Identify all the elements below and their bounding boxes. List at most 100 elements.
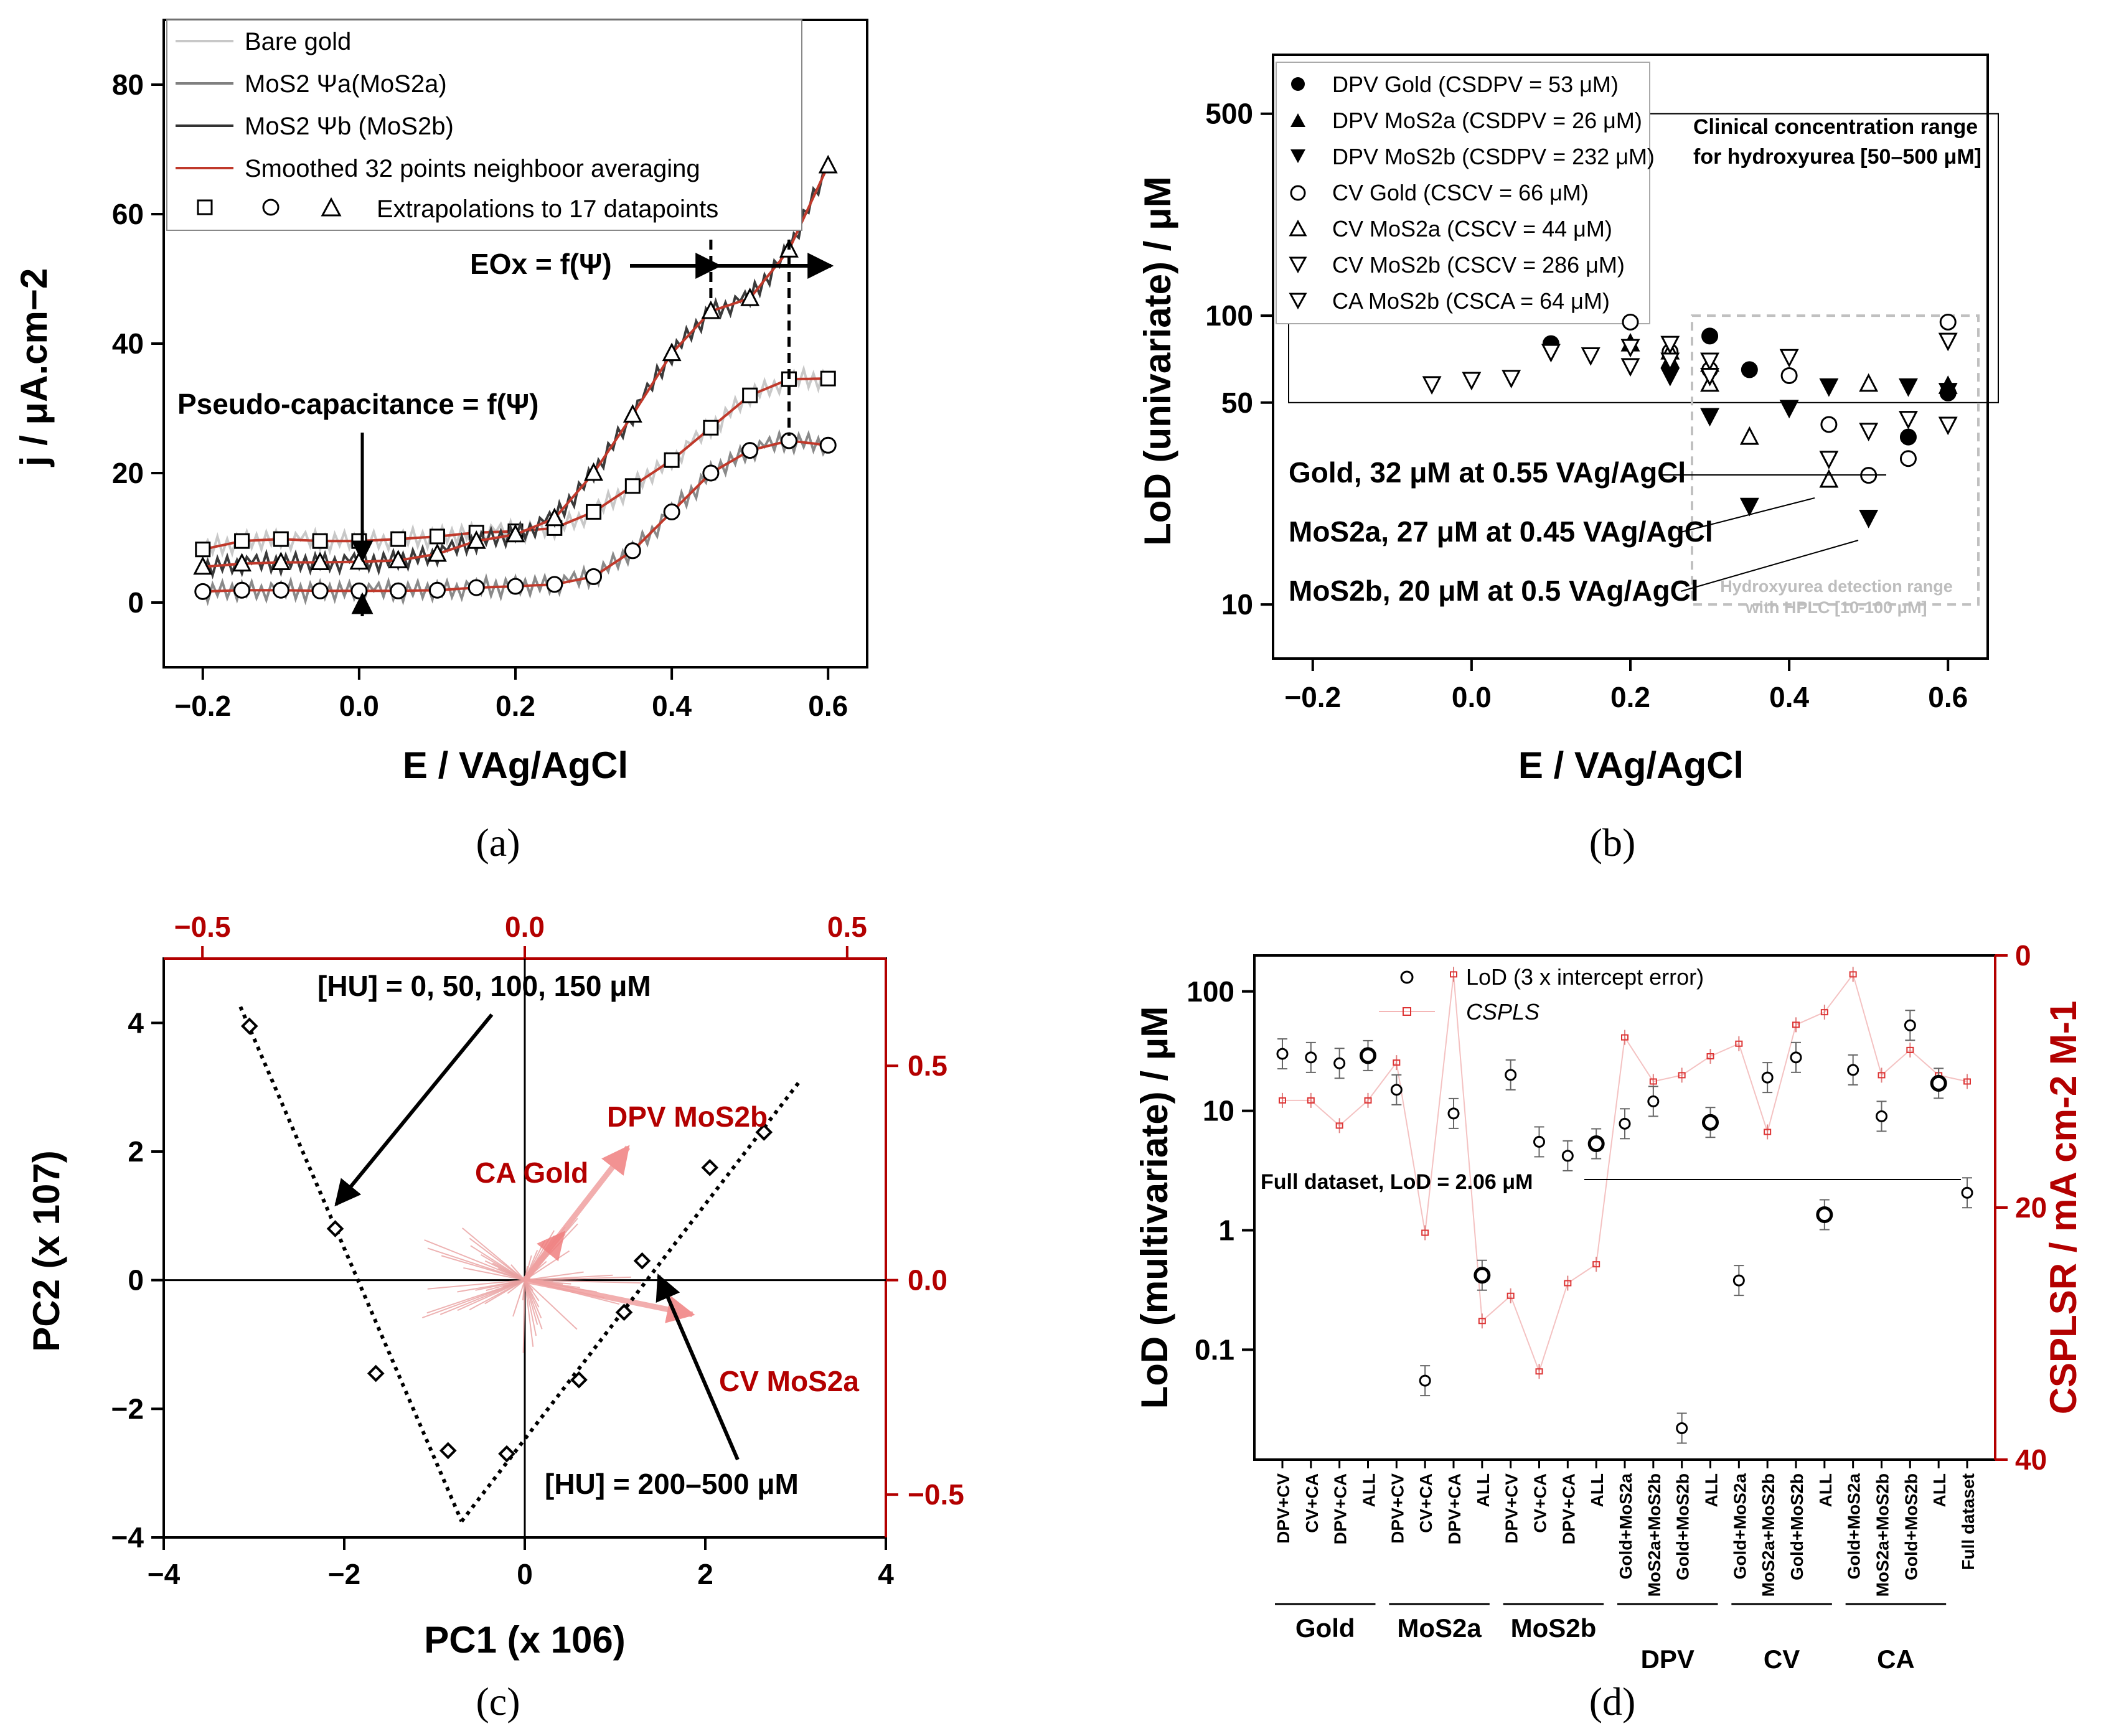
lod-point	[1898, 378, 1918, 397]
y2-tick-label: 40	[2015, 1443, 2047, 1476]
category-label: MoS2a+MoS2b	[1645, 1473, 1664, 1597]
category-label: MoS2a+MoS2b	[1873, 1473, 1892, 1597]
loading-ray	[524, 1280, 540, 1308]
group-label: CV	[1764, 1645, 1800, 1674]
x-tick-label: −0.2	[174, 690, 231, 722]
legend-dpv-mos2b-marker	[1290, 149, 1305, 163]
lod-point	[1739, 426, 1759, 445]
category-label: DPV+CV	[1388, 1473, 1407, 1544]
panel-b-x-label: E / VAg/AgCl	[1518, 744, 1744, 786]
lod-point	[1620, 339, 1640, 358]
legend-cs-marker	[1403, 1007, 1411, 1016]
category-label: Gold+MoS2a	[1730, 1473, 1749, 1580]
category-label: DPV+CV	[1502, 1473, 1521, 1544]
loading-ray	[524, 1280, 537, 1336]
panel-c-caption: (c)	[476, 1679, 520, 1724]
circle-point	[741, 442, 759, 459]
square-point	[664, 452, 680, 468]
lod-point	[1820, 416, 1838, 433]
panel-c-x-label: PC1 (x 106)	[424, 1619, 626, 1661]
legend-cv-mos2a-marker	[1289, 219, 1307, 237]
mos2a-lod-leader	[1680, 497, 1815, 533]
lod-point	[1938, 416, 1958, 436]
cs-point	[1393, 1059, 1401, 1066]
top-tick-label: 0.0	[505, 911, 545, 943]
x-tick-label: 0.0	[339, 690, 379, 722]
panel-a-x-label: E / VAg/AgCl	[403, 744, 628, 786]
lod-point	[1859, 423, 1879, 442]
lod-point	[1676, 1422, 1688, 1434]
top-tick-label: 0.5	[827, 911, 867, 943]
lod-point	[1780, 367, 1798, 384]
y-tick-label: 500	[1205, 98, 1253, 130]
cs-point	[1678, 1072, 1686, 1079]
loading-vector	[524, 1277, 695, 1323]
mos2a-lod-label: MoS2a, 27 μM at 0.45 VAg/AgCl	[1289, 515, 1713, 548]
y-tick-label: 0	[128, 1264, 144, 1297]
score-point	[615, 1303, 633, 1321]
lod-point	[1739, 497, 1759, 517]
circle-point	[585, 568, 603, 585]
clinical-range-label: Clinical concentration range for hydroxyu…	[1693, 115, 1981, 169]
legend-mos2a: MoS2 Ψa(MoS2a)	[245, 70, 447, 98]
loading-ray	[492, 1262, 525, 1281]
legend-dpv-mos2a: DPV MoS2a (CSDPV = 26 μM)	[1332, 108, 1642, 133]
triangle-point	[271, 551, 291, 571]
panel-c-loadings	[421, 1145, 695, 1353]
circle-point	[311, 582, 329, 599]
guide-line	[460, 1079, 802, 1523]
lod-point	[1819, 469, 1839, 488]
category-label: ALL	[1816, 1473, 1835, 1507]
triangle-point	[584, 462, 604, 481]
cs-point	[1764, 1128, 1772, 1135]
right-tick-label: 0.0	[908, 1264, 947, 1297]
panel-a-caption: (a)	[476, 820, 520, 865]
lod-point	[1660, 335, 1680, 355]
lod-point	[1390, 1084, 1403, 1096]
loading-cv-mos2a-label: CV MoS2a	[719, 1365, 859, 1397]
panel-d-caption: (d)	[1589, 1679, 1636, 1724]
pseudo-capacitance-label: Pseudo-capacitance = f(Ψ)	[177, 388, 538, 420]
legend-dpv-mos2a-marker	[1290, 113, 1305, 127]
score-point	[326, 1220, 344, 1237]
square-point	[351, 533, 367, 549]
lod-point	[1701, 327, 1719, 345]
legend-dpv-mos2b: DPV MoS2b (CSDPV = 232 μM)	[1332, 144, 1655, 169]
lod-point	[1899, 450, 1917, 467]
gold-lod-label: Gold, 32 μM at 0.55 VAg/AgCl	[1289, 456, 1686, 489]
lod-point	[1876, 1110, 1887, 1122]
legend-dpv-gold-marker	[1291, 77, 1305, 91]
hu-low-arrow	[334, 1013, 494, 1207]
category-label: Full dataset	[1958, 1473, 1978, 1570]
panel-b-points	[1422, 313, 1958, 528]
square-point	[742, 387, 758, 403]
category-label: MoS2a+MoS2b	[1759, 1473, 1778, 1597]
mos2b-lod-label: MoS2b, 20 μM at 0.5 VAg/AgCl	[1289, 575, 1699, 607]
loading-ray	[510, 1264, 525, 1281]
cs-point	[1279, 1097, 1286, 1104]
circle-point	[663, 503, 680, 520]
lod-point	[1619, 1117, 1631, 1130]
circle-point	[624, 542, 641, 560]
legend-circle-marker	[262, 199, 280, 216]
loading-ray	[484, 1279, 525, 1305]
triangle-point	[545, 507, 565, 527]
square-point	[273, 531, 289, 547]
category-label: DPV+CA	[1559, 1473, 1578, 1544]
lod-point	[1847, 1064, 1859, 1076]
x-tick-label: −2	[328, 1558, 360, 1590]
lod-point	[1462, 372, 1482, 391]
y-tick-label: 0.1	[1195, 1333, 1234, 1366]
y-tick-label: −2	[111, 1392, 144, 1425]
hu-low-label: [HU] = 0, 50, 100, 150 μM	[317, 970, 651, 1002]
loading-ray	[524, 1279, 641, 1284]
circle-point	[428, 581, 446, 599]
loading-ray	[524, 1279, 578, 1330]
panel-d-categories: DPV+CV CV+CA DPV+CA ALL DPV+CV CV+CA DPV+CA ALL…	[1274, 1460, 1978, 1597]
lod-point	[1700, 352, 1720, 372]
category-label: ALL	[1587, 1473, 1607, 1507]
guide-line	[238, 1006, 464, 1523]
cs-point	[1621, 1034, 1629, 1041]
loading-ray	[524, 1280, 534, 1347]
